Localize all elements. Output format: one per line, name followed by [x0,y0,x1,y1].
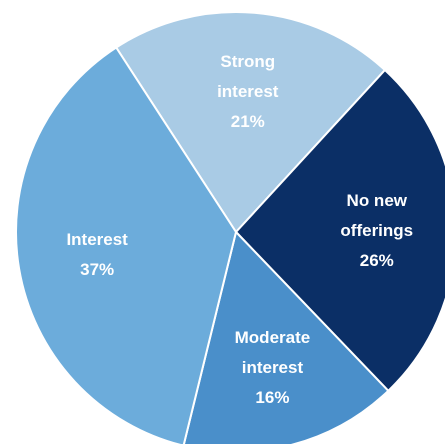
category-label: Interest [66,230,128,250]
value-label: 37% [80,260,115,280]
slice-label: Interest 37% [45,225,149,285]
pie-slice [234,68,445,393]
category-label: Moderate interest [234,328,311,377]
slice-label: No new offerings 26% [325,186,429,276]
slice-label: Moderate interest 16% [220,323,324,413]
slice-label: Strong interest 21% [196,47,300,137]
value-label: 16% [255,388,290,407]
pie-slice [182,229,390,444]
category-label: No new offerings [340,190,414,240]
value-label: 26% [359,250,394,270]
value-label: 21% [230,111,265,131]
pie-slice [114,11,387,234]
pie-slice [14,46,238,444]
category-label: Strong interest [217,51,279,101]
